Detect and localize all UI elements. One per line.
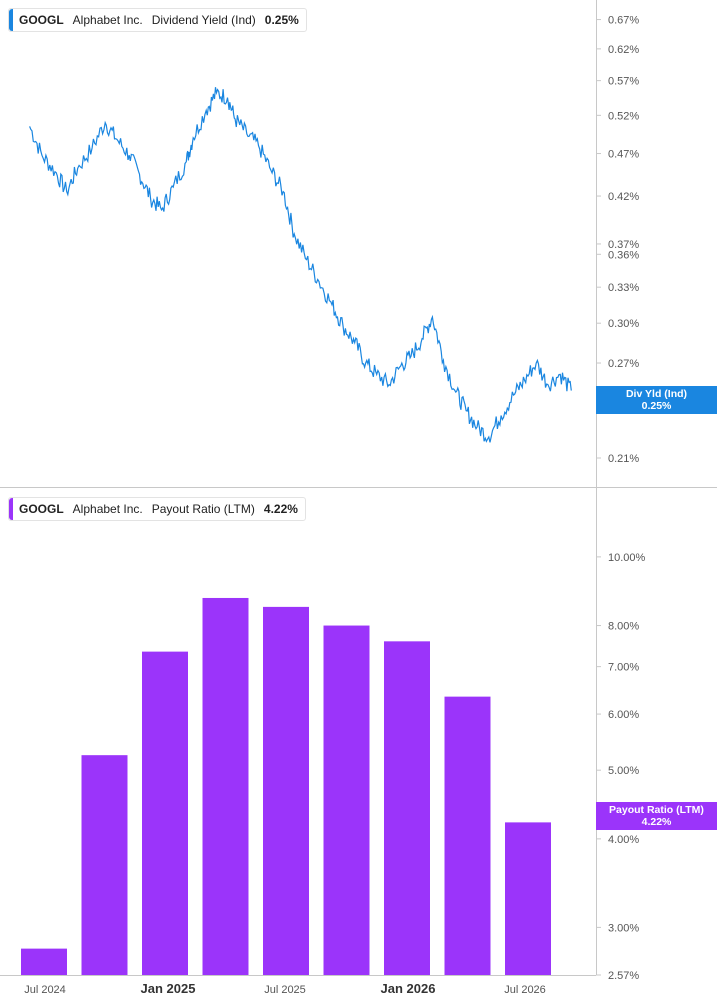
- payout-legend: GOOGL Alphabet Inc. Payout Ratio (LTM) 4…: [8, 497, 306, 521]
- x-tick-label: Jan 2026: [381, 981, 436, 996]
- payout-y-tick-label: 3.00%: [608, 922, 639, 934]
- payout-bar: [505, 822, 551, 975]
- yield-y-tick-label: 0.62%: [608, 44, 639, 56]
- yield-y-tick-label: 0.47%: [608, 149, 639, 161]
- payout-bar: [202, 597, 249, 975]
- payout-legend-company: Alphabet Inc.: [72, 502, 143, 516]
- payout-y-tick-label: 4.00%: [608, 834, 639, 846]
- payout-bar: [263, 606, 309, 975]
- yield-legend: GOOGL Alphabet Inc. Dividend Yield (Ind)…: [8, 8, 307, 32]
- yield-y-tick-label: 0.36%: [608, 249, 639, 261]
- payout-bar: [21, 948, 67, 975]
- yield-legend-company: Alphabet Inc.: [72, 13, 143, 27]
- payout-bar: [142, 651, 188, 975]
- payout-y-tick-label: 2.57%: [608, 970, 639, 982]
- payout-y-tick-label: 8.00%: [608, 621, 639, 633]
- yield-y-tick-label: 0.57%: [608, 76, 639, 88]
- yield-y-tick-label: 0.21%: [608, 453, 639, 465]
- payout-legend-metric: Payout Ratio (LTM): [151, 502, 255, 516]
- yield-y-tick-label: 0.30%: [608, 318, 639, 330]
- x-axis: Jul 2024 Jan 2025 Jul 2025 Jan 2026 Jul 2026: [0, 975, 596, 996]
- yield-y-tick-label: 0.67%: [608, 15, 639, 27]
- yield-value-flag: Div Yld (Ind) 0.25%: [596, 386, 717, 414]
- yield-y-tick-label: 0.27%: [608, 358, 639, 370]
- yield-legend-ticker: GOOGL: [19, 13, 64, 27]
- payout-legend-value: 4.22%: [263, 502, 298, 516]
- payout-value-flag: Payout Ratio (LTM) 4.22%: [596, 802, 717, 830]
- x-tick-label: Jul 2024: [24, 984, 66, 996]
- dividend-yield-line: [29, 87, 572, 443]
- yield-y-tick-label: 0.33%: [608, 282, 639, 294]
- yield-y-tick-label: 0.42%: [608, 191, 639, 203]
- x-tick-label: Jul 2025: [264, 984, 306, 996]
- dividend-yield-panel: 0.67% 0.62% 0.57% 0.52% 0.47% 0.42% 0.37%0.36%…: [0, 0, 717, 975]
- yield-flag-value: 0.25%: [641, 400, 672, 412]
- payout-y-tick-label: 7.00%: [608, 662, 639, 674]
- yield-flag-label: Div Yld (Ind): [625, 388, 688, 400]
- payout-flag-label: Payout Ratio (LTM): [609, 804, 704, 816]
- payout-ratio-panel: 10.00% 8.00% 7.00% 6.00% 5.00% 4.00% 3.00% 2.57…: [21, 552, 646, 982]
- payout-bar: [81, 755, 128, 975]
- yield-legend-metric: Dividend Yield (Ind): [151, 13, 256, 27]
- payout-y-tick-label: 5.00%: [608, 765, 639, 777]
- yield-y-tick-label: 0.52%: [608, 110, 639, 122]
- yield-legend-value: 0.25%: [264, 13, 299, 27]
- yield-legend-swatch: [9, 9, 13, 31]
- payout-y-tick-label: 10.00%: [608, 552, 646, 564]
- x-tick-label: Jul 2026: [504, 984, 546, 996]
- yield-y-tick-label: 0.37%: [608, 239, 639, 251]
- payout-legend-swatch: [9, 498, 13, 520]
- payout-bar: [384, 641, 430, 975]
- payout-y-tick-label: 6.00%: [608, 709, 639, 721]
- payout-bar: [444, 696, 491, 975]
- payout-flag-value: 4.22%: [641, 816, 672, 828]
- x-tick-label: Jan 2025: [141, 981, 196, 996]
- payout-legend-ticker: GOOGL: [19, 502, 64, 516]
- payout-bar: [323, 625, 370, 975]
